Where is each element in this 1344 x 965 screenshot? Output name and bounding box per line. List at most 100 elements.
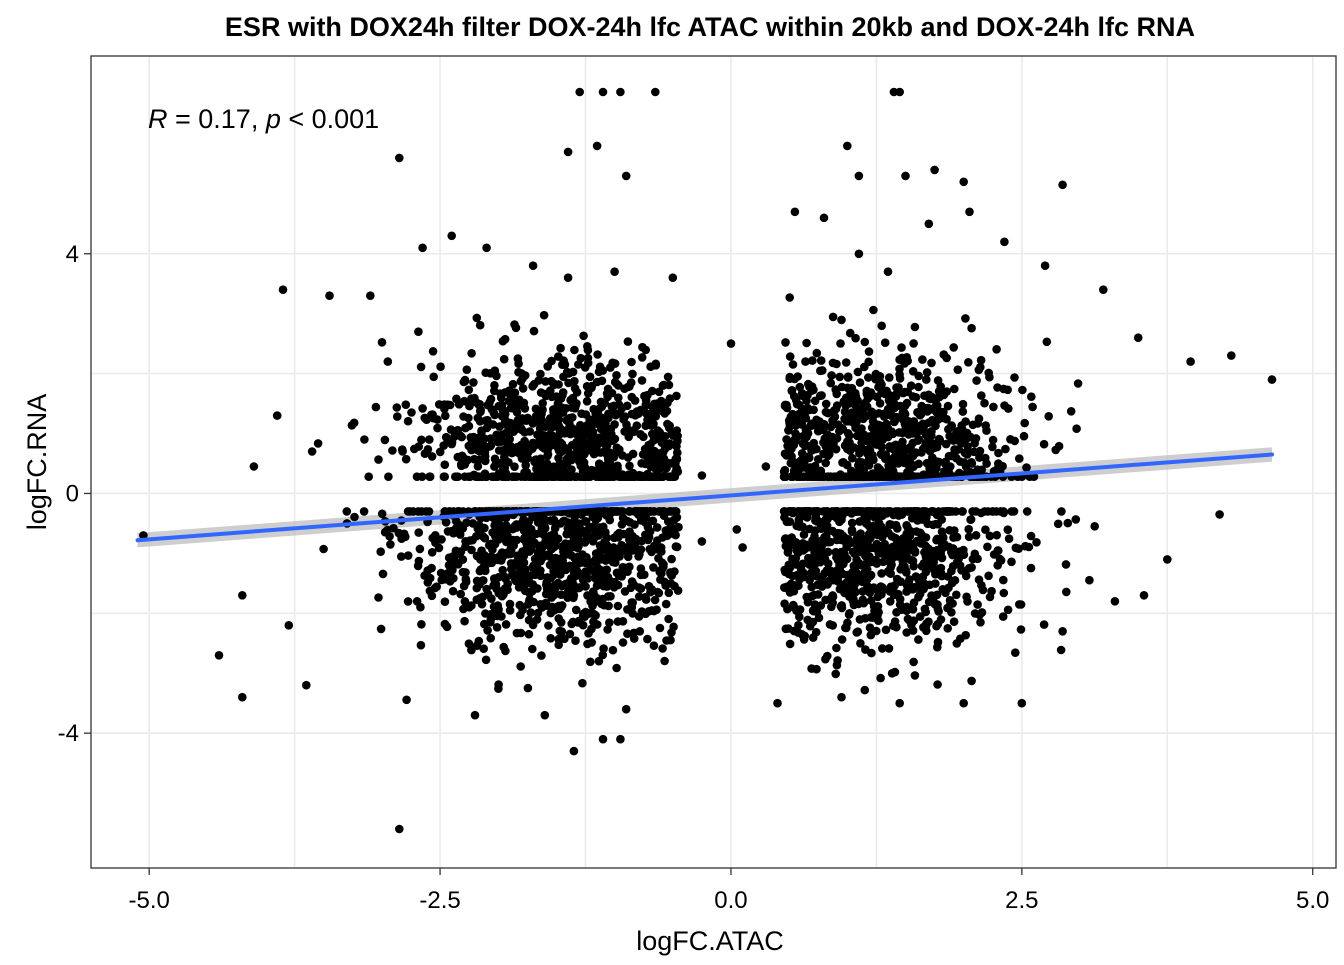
data-point [415,544,425,554]
data-point [560,359,569,369]
data-point [826,472,835,482]
data-point [995,554,1005,564]
data-point [360,435,369,444]
data-point [792,606,801,615]
data-point [930,599,940,608]
data-point [975,453,984,462]
data-point [642,452,651,461]
data-point [950,448,959,458]
data-point [797,420,807,429]
data-point [844,539,854,549]
data-point [816,524,826,533]
data-point [848,596,858,606]
data-point [550,581,560,590]
data-point [535,464,544,473]
data-point [402,695,411,705]
data-point [449,528,458,538]
data-point [1042,337,1052,347]
data-point [428,347,438,356]
data-point [546,542,555,552]
data-point [474,472,484,482]
data-point [1011,543,1021,553]
data-point [627,542,637,552]
data-point [574,559,584,568]
data-point [883,267,893,277]
data-point [807,582,816,592]
data-point [922,368,932,377]
data-point [816,578,826,588]
data-point [557,472,566,482]
data-point [985,531,995,541]
data-point [872,626,881,636]
data-point [614,393,623,403]
data-point [931,579,940,588]
data-point [836,339,845,348]
data-point [940,467,949,476]
data-point [1018,385,1027,395]
data-point [825,449,834,459]
data-point [564,378,573,388]
data-point [403,597,413,606]
data-point [594,656,604,666]
data-point [563,273,573,283]
data-point [1022,507,1032,516]
data-point [789,466,799,476]
data-point [901,566,911,575]
data-point [761,462,771,471]
data-point [781,624,791,634]
data-point [589,557,598,567]
data-point [599,581,608,591]
data-point [999,507,1008,516]
data-point [492,554,501,564]
data-point [528,644,537,654]
data-point [439,472,449,482]
data-point [651,402,660,412]
data-point [948,432,958,442]
data-point [493,437,503,447]
data-point [528,444,537,454]
data-point [944,425,953,434]
data-point [977,391,986,400]
data-point [625,507,634,516]
data-point [882,546,891,556]
data-point [436,568,446,578]
data-point [586,657,595,667]
data-point [890,667,900,677]
data-point [528,261,538,271]
data-point [610,267,619,277]
data-point [880,526,890,535]
data-point [249,462,259,471]
data-point [480,523,489,533]
data-point [1061,560,1071,569]
data-point [376,624,386,634]
data-point [595,362,605,372]
data-point [803,429,813,438]
data-point [496,389,505,398]
data-point [1010,373,1019,382]
data-point [660,656,669,666]
data-point [414,327,423,337]
data-point [848,547,858,557]
data-point [816,356,826,365]
data-point [629,425,639,435]
data-point [460,597,470,606]
data-point [640,444,650,454]
data-point [589,444,599,454]
data-point [783,604,792,614]
data-point [573,552,583,561]
data-point [856,547,865,557]
data-point [821,654,830,664]
data-point [139,531,148,540]
x-tick-label: 0.0 [714,887,747,914]
data-point [933,680,942,689]
data-point [577,572,587,582]
data-point [798,391,807,401]
data-point [924,418,933,428]
data-point [845,609,854,618]
r-value-text: = 0.17, [168,104,266,134]
data-point [998,612,1008,621]
data-point [862,402,872,411]
data-point [971,531,981,540]
data-point [860,685,870,695]
